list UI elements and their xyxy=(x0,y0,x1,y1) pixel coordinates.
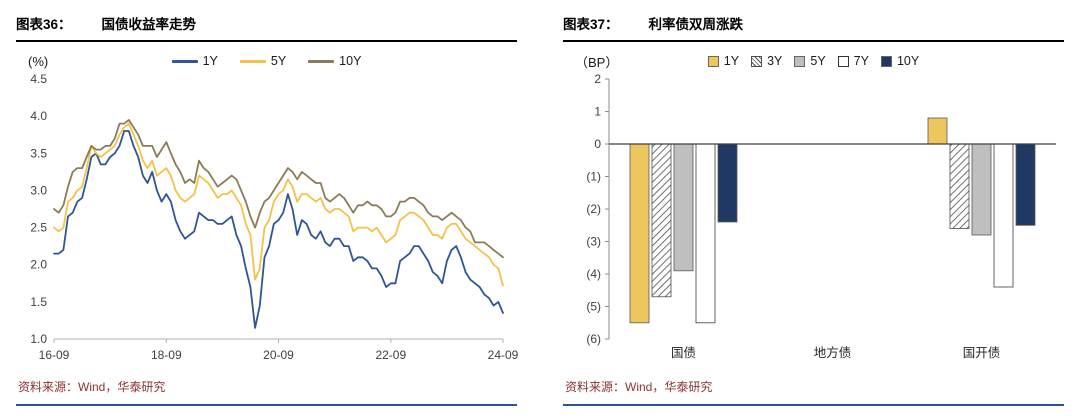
legend-swatch-1Y xyxy=(171,59,198,63)
svg-text:3.5: 3.5 xyxy=(30,146,47,160)
svg-text:4.0: 4.0 xyxy=(30,109,47,123)
figure-37-chart-top: （BP） 1Y 3Y 5Y 7Y 10Y xyxy=(563,49,1064,73)
svg-text:16-09: 16-09 xyxy=(39,348,70,362)
rate-bond-biweekly-bar-chart: 2 1 0 (1) (2) (3) (4) (5) (6) 国债 地方债 国开债 xyxy=(586,72,1056,360)
svg-text:地方债: 地方债 xyxy=(814,345,852,360)
svg-text:18-09: 18-09 xyxy=(151,348,182,362)
svg-text:1: 1 xyxy=(594,105,601,119)
legend-swatch-3Y xyxy=(751,55,763,67)
legend-swatch-5Y xyxy=(794,55,806,67)
svg-text:(4): (4) xyxy=(586,267,601,281)
legend-label: 5Y xyxy=(270,54,287,68)
svg-text:(5): (5) xyxy=(586,300,601,314)
legend-item-10Y: 10Y xyxy=(308,54,361,68)
svg-text:2.5: 2.5 xyxy=(30,221,47,235)
legend-swatch-7Y xyxy=(837,55,849,67)
legend-label: 10Y xyxy=(896,54,920,68)
line-chart-legend: 1Y 5Y 10Y xyxy=(88,54,445,68)
legend-item-3Y: 3Y xyxy=(751,54,782,68)
legend-item-5Y: 5Y xyxy=(794,54,826,68)
svg-text:(3): (3) xyxy=(586,235,601,249)
svg-text:22-09: 22-09 xyxy=(375,348,406,362)
figure-37-header: 图表37： 利率债双周涨跌 xyxy=(563,10,1064,42)
svg-text:2: 2 xyxy=(594,72,601,86)
svg-text:20-09: 20-09 xyxy=(263,348,294,362)
svg-text:2.0: 2.0 xyxy=(30,258,47,272)
svg-text:3.0: 3.0 xyxy=(30,183,47,197)
figure-36-header: 图表36： 国债收益率走势 xyxy=(16,10,517,42)
svg-text:1.5: 1.5 xyxy=(30,295,47,309)
svg-text:(6): (6) xyxy=(586,332,601,346)
figure-37-title: 利率债双周涨跌 xyxy=(648,17,744,32)
svg-text:(1): (1) xyxy=(586,170,601,184)
legend-item-5Y: 5Y xyxy=(239,54,287,68)
legend-label: 1Y xyxy=(723,54,740,68)
bar-chart-legend: 1Y 3Y 5Y 7Y 10Y xyxy=(635,54,992,68)
svg-text:(2): (2) xyxy=(586,202,601,216)
figure-37-number: 图表37： xyxy=(563,17,619,32)
legend-label: 1Y xyxy=(202,54,218,68)
y-axis-unit-bp: （BP） xyxy=(575,54,619,70)
figure-panel-36: 图表36： 国债收益率走势 (%) 1Y 5Y 10Y 1.0 1.5 2.0 2.5 3.… xyxy=(16,10,519,406)
svg-text:国债: 国债 xyxy=(671,346,696,360)
legend-swatch-1Y xyxy=(707,55,719,67)
figure-panel-37: 图表37： 利率债双周涨跌 （BP） 1Y 3Y 5Y 7Y 10Y 2 1 0 (1) (2)… xyxy=(563,10,1064,406)
figure-36-chart-top: (%) 1Y 5Y 10Y xyxy=(16,49,517,73)
svg-text:0: 0 xyxy=(594,137,601,151)
figure-36-source-note: 资料来源：Wind，华泰研究 xyxy=(18,380,166,394)
svg-text:4.5: 4.5 xyxy=(30,72,47,86)
legend-swatch-10Y xyxy=(880,55,892,67)
treasury-yield-line-chart: 1.0 1.5 2.0 2.5 3.0 3.5 4.0 4.5 16-09 18-09 20-09 2… xyxy=(30,72,519,362)
y-axis-unit-percent: (%) xyxy=(28,53,49,69)
figure-36-number: 图表36： xyxy=(16,17,72,32)
figure-36-title: 国债收益率走势 xyxy=(101,17,197,32)
legend-label: 3Y xyxy=(767,54,783,68)
legend-label: 10Y xyxy=(339,54,362,68)
legend-item-7Y: 7Y xyxy=(837,54,869,68)
svg-text:国开债: 国开债 xyxy=(963,346,1001,360)
svg-text:24-09: 24-09 xyxy=(488,348,519,362)
svg-text:1.0: 1.0 xyxy=(30,332,47,346)
legend-swatch-5Y xyxy=(239,59,266,63)
figure-37-source-note: 资料来源：Wind，华泰研究 xyxy=(565,380,713,394)
legend-label: 7Y xyxy=(853,54,869,68)
legend-label: 5Y xyxy=(810,54,826,68)
legend-item-1Y: 1Y xyxy=(707,54,740,68)
legend-item-1Y: 1Y xyxy=(171,54,218,68)
legend-swatch-10Y xyxy=(308,59,335,63)
legend-item-10Y: 10Y xyxy=(880,54,920,68)
report-figures-row: 图表36： 国债收益率走势 (%) 1Y 5Y 10Y 1.0 1.5 2.0 2.5 3.… xyxy=(16,10,1064,406)
